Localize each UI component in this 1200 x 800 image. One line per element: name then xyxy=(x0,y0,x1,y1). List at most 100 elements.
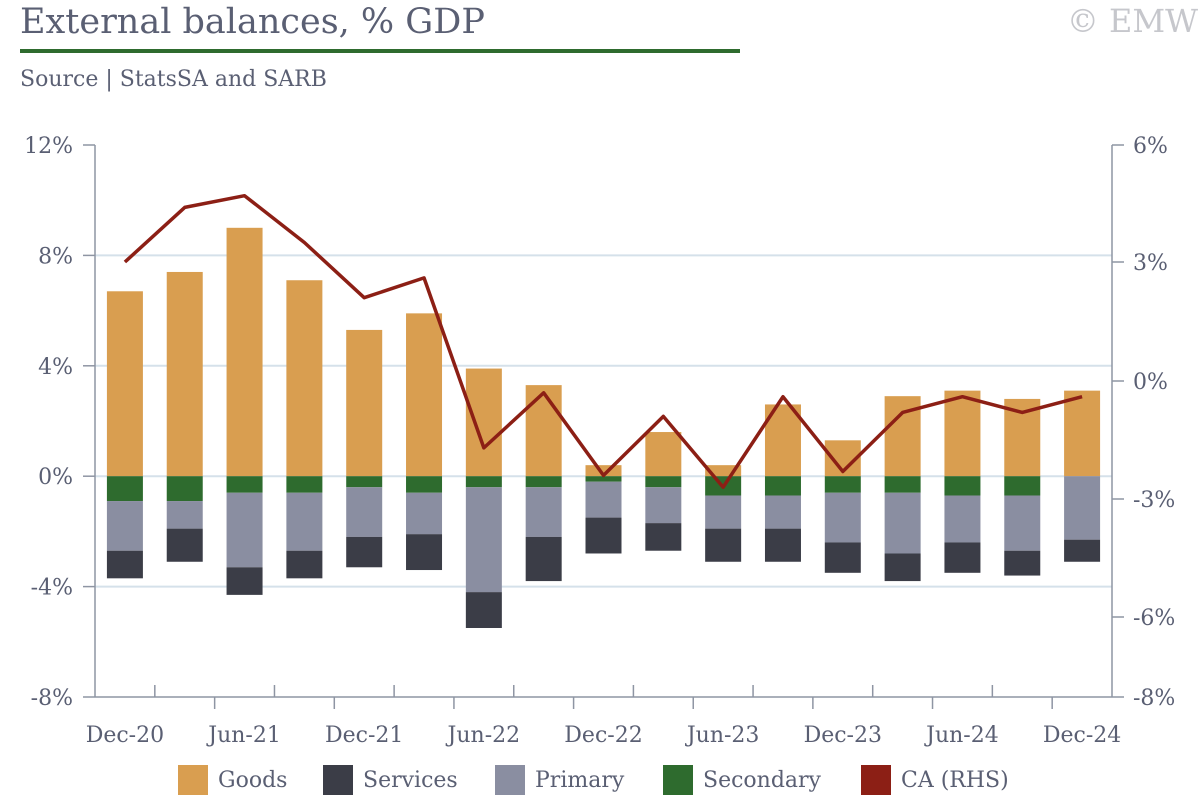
bar-goods xyxy=(406,313,443,477)
bar-primary xyxy=(166,501,203,529)
bar-services xyxy=(406,534,443,571)
y-right-tick-label: 6% xyxy=(1133,134,1168,159)
legend-swatch xyxy=(178,765,208,795)
bar-goods xyxy=(525,385,562,477)
bar-services xyxy=(884,553,921,582)
bar-secondary xyxy=(226,476,263,493)
chart-title: External balances, % GDP xyxy=(20,2,485,42)
bar-primary xyxy=(465,487,502,593)
bar-secondary xyxy=(884,476,921,493)
bar-primary xyxy=(764,495,801,529)
y-left-tick-label: 8% xyxy=(38,244,73,269)
bar-secondary xyxy=(166,476,203,502)
legend: Goods Services Primary Secondary CA (RHS) xyxy=(0,762,1200,800)
copyright-mark: © EMW xyxy=(1066,2,1198,40)
x-tick-label: Jun-21 xyxy=(206,723,281,748)
bar-goods xyxy=(166,271,203,477)
bar-secondary xyxy=(106,476,143,502)
bar-primary xyxy=(1004,495,1041,551)
bar-primary xyxy=(346,487,383,537)
x-tick-label: Dec-24 xyxy=(1043,723,1121,748)
legend-label: Services xyxy=(363,767,458,793)
ca-line xyxy=(123,193,1083,489)
bar-services xyxy=(824,542,861,573)
bar-secondary xyxy=(346,476,383,488)
legend-item-primary: Primary xyxy=(495,762,624,798)
legend-label: Goods xyxy=(218,767,288,793)
bar-services xyxy=(346,536,383,568)
ca-line-layer xyxy=(123,193,1083,489)
bar-services xyxy=(944,542,981,573)
x-tick-label: Dec-22 xyxy=(564,723,642,748)
bar-services xyxy=(1064,539,1101,562)
bar-primary xyxy=(1064,476,1101,540)
y-right-tick-label: -8% xyxy=(1133,686,1175,711)
y-right-tick-label: 3% xyxy=(1133,251,1168,276)
bar-primary xyxy=(406,492,443,535)
bar-secondary xyxy=(764,476,801,496)
bar-primary xyxy=(286,492,323,551)
y-left-tick-label: 4% xyxy=(38,355,73,380)
bar-goods xyxy=(1064,390,1101,477)
bar-services xyxy=(764,528,801,562)
bar-services xyxy=(645,523,682,551)
x-tick-label: Dec-23 xyxy=(804,723,882,748)
bar-goods xyxy=(944,390,981,477)
bar-secondary xyxy=(944,476,981,496)
bar-secondary xyxy=(406,476,443,493)
bar-goods xyxy=(705,465,742,477)
bar-goods xyxy=(346,329,383,477)
bar-secondary xyxy=(465,476,502,488)
bar-primary xyxy=(824,492,861,543)
bar-services xyxy=(465,592,502,628)
legend-swatch xyxy=(861,765,891,795)
legend-label: Secondary xyxy=(703,767,821,793)
x-tick-label: Jun-24 xyxy=(924,723,999,748)
bar-primary xyxy=(884,492,921,554)
bar-goods xyxy=(645,432,682,477)
legend-item-ca: CA (RHS) xyxy=(861,762,1009,798)
bar-secondary xyxy=(525,476,562,488)
chart-canvas: 12% 8% 4% 0% -4% -8% 6% 3% 0% -3% -6% -8% Dec-20 Jun-… xyxy=(24,134,1175,748)
bar-services xyxy=(705,528,742,562)
bar-primary xyxy=(226,492,263,568)
y-right-tick-label: -6% xyxy=(1133,606,1175,631)
x-tick-label: Dec-20 xyxy=(86,723,164,748)
title-underline xyxy=(20,49,740,53)
x-tick-label: Dec-21 xyxy=(325,723,403,748)
legend-swatch xyxy=(663,765,693,795)
bar-secondary xyxy=(824,476,861,493)
legend-swatch xyxy=(323,765,353,795)
y-right-tick-label: 0% xyxy=(1133,370,1168,395)
y-left-tick-label: 0% xyxy=(38,465,73,490)
bar-goods xyxy=(286,280,323,477)
bar-secondary xyxy=(585,476,622,482)
bar-secondary xyxy=(286,476,323,493)
y-left-tick-label: -4% xyxy=(31,576,73,601)
y-left-tick-label: -8% xyxy=(31,686,73,711)
axes xyxy=(83,144,1124,709)
bar-primary xyxy=(705,495,742,529)
bar-goods xyxy=(585,465,622,477)
bar-goods xyxy=(226,227,263,477)
legend-label: Primary xyxy=(535,767,625,793)
legend-item-secondary: Secondary xyxy=(663,762,821,798)
legend-label: CA (RHS) xyxy=(901,767,1009,793)
bar-primary xyxy=(585,481,622,518)
legend-item-services: Services xyxy=(323,762,458,798)
tick-labels: 12% 8% 4% 0% -4% -8% 6% 3% 0% -3% -6% -8% Dec-20 Jun-… xyxy=(24,134,1175,748)
legend-item-goods: Goods xyxy=(178,762,287,798)
bar-services xyxy=(166,528,203,562)
bar-goods xyxy=(465,368,502,477)
bar-layer xyxy=(106,227,1101,628)
bar-primary xyxy=(944,495,981,543)
x-tick-label: Jun-23 xyxy=(685,723,760,748)
bar-primary xyxy=(525,487,562,537)
bar-services xyxy=(585,517,622,554)
bar-services xyxy=(106,550,143,579)
chart-subtitle: Source | StatsSA and SARB xyxy=(20,67,327,92)
bar-primary xyxy=(106,501,143,551)
y-left-tick-label: 12% xyxy=(24,134,73,159)
bar-services xyxy=(226,567,263,595)
bar-services xyxy=(1004,550,1041,576)
